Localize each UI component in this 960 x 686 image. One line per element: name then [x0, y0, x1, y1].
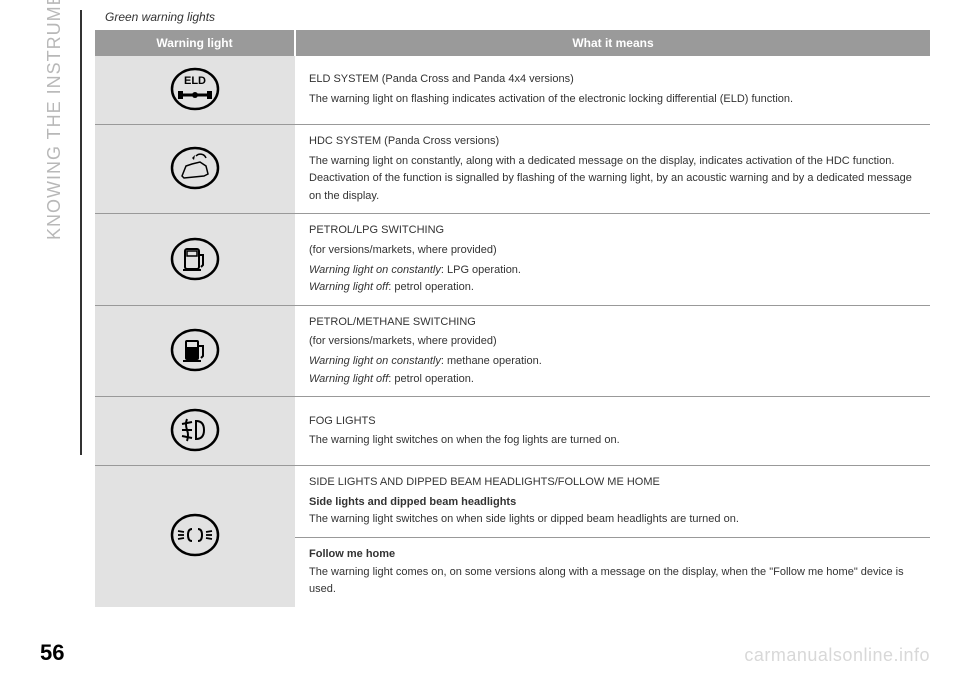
row-sub: (for versions/markets, where provided): [309, 242, 916, 260]
row-body: The warning light on constantly, along w…: [309, 153, 916, 206]
svg-text:ELD: ELD: [184, 75, 206, 87]
row-bold: Side lights and dipped beam headlights: [309, 494, 916, 512]
header-col-icon: Warning light: [95, 30, 295, 56]
table-header: Warning light What it means: [95, 30, 930, 56]
row-title: PETROL/METHANE SWITCHING: [309, 314, 916, 332]
eld-icon: ELD: [170, 64, 220, 114]
header-col-meaning: What it means: [295, 30, 930, 56]
content-area: Green warning lights Warning light What …: [95, 10, 930, 607]
fog-light-icon: [170, 405, 220, 455]
row-body: The warning light switches on when side …: [309, 511, 916, 529]
inner-divider: [295, 537, 930, 538]
row-body: The warning light on flashing indicates …: [309, 91, 916, 109]
row-body: The warning light switches on when the f…: [309, 432, 916, 450]
lpg-fuel-icon: [170, 234, 220, 284]
table-row: HDC SYSTEM (Panda Cross versions) The wa…: [95, 125, 930, 214]
warning-lights-table: Warning light What it means ELD: [95, 30, 930, 607]
row-bold: Follow me home: [309, 546, 916, 564]
table-row: SIDE LIGHTS AND DIPPED BEAM HEADLIGHTS/F…: [95, 466, 930, 607]
section-title: KNOWING THE INSTRUMENT PANEL: [44, 0, 65, 240]
row-title: HDC SYSTEM (Panda Cross versions): [309, 133, 916, 151]
row-title: ELD SYSTEM (Panda Cross and Panda 4x4 ve…: [309, 71, 916, 89]
row-title: PETROL/LPG SWITCHING: [309, 222, 916, 240]
row-body: The warning light comes on, on some vers…: [309, 564, 916, 599]
hdc-icon: [170, 143, 220, 193]
table-row: PETROL/LPG SWITCHING (for versions/marke…: [95, 214, 930, 305]
table-row: ELD ELD SYSTEM (Panda Cross and Panda 4x…: [95, 56, 930, 125]
table-row: FOG LIGHTS The warning light switches on…: [95, 397, 930, 466]
methane-fuel-icon: [170, 325, 220, 375]
row-title: SIDE LIGHTS AND DIPPED BEAM HEADLIGHTS/F…: [309, 474, 916, 492]
sidebar-divider: [80, 10, 82, 455]
watermark: carmanualsonline.info: [744, 645, 930, 666]
row-line: Warning light on constantly: LPG operati…: [309, 262, 916, 280]
side-lights-icon: [170, 510, 220, 560]
table-subtitle: Green warning lights: [95, 10, 930, 24]
row-title: FOG LIGHTS: [309, 413, 916, 431]
row-line: Warning light on constantly: methane ope…: [309, 353, 916, 371]
table-row: PETROL/METHANE SWITCHING (for versions/m…: [95, 305, 930, 396]
row-line: Warning light off: petrol operation.: [309, 371, 916, 389]
page-number: 56: [40, 640, 64, 666]
row-line: Warning light off: petrol operation.: [309, 279, 916, 297]
row-sub: (for versions/markets, where provided): [309, 333, 916, 351]
